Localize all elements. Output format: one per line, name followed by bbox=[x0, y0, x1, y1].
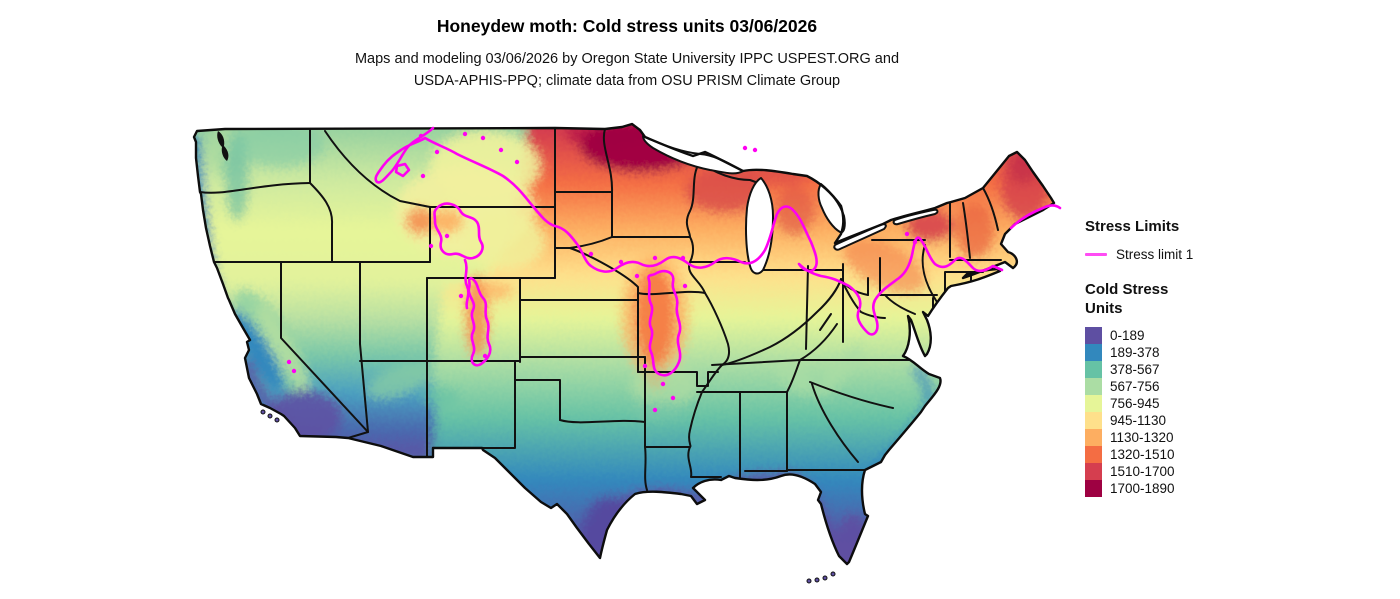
stress-limits-heading: Stress Limits bbox=[1085, 218, 1180, 235]
legend-class-row: 0-189 bbox=[1085, 327, 1255, 344]
puget-sound bbox=[217, 131, 229, 161]
stress-limit-line-swatch bbox=[1085, 253, 1107, 256]
lake-superior bbox=[642, 135, 744, 175]
legend-class-label: 1320-1510 bbox=[1110, 447, 1175, 462]
legend-class-label: 378-567 bbox=[1110, 362, 1160, 377]
legend-swatch bbox=[1085, 327, 1102, 344]
legend: Stress Limits Stress limit 1 Cold Stress… bbox=[1085, 218, 1255, 497]
legend-class-row: 1510-1700 bbox=[1085, 463, 1255, 480]
subtitle-line-1: Maps and modeling 03/06/2026 by Oregon S… bbox=[354, 51, 900, 67]
legend-class-row: 378-567 bbox=[1085, 361, 1255, 378]
legend-swatch bbox=[1085, 412, 1102, 429]
legend-class-label: 756-945 bbox=[1110, 396, 1160, 411]
us-outline bbox=[192, 122, 1056, 566]
legend-class-row: 945-1130 bbox=[1085, 412, 1255, 429]
legend-swatch bbox=[1085, 463, 1102, 480]
legend-classes: 0-189 189-378 378-567 567-756 756-945 945-113… bbox=[1085, 327, 1255, 497]
legend-swatch bbox=[1085, 361, 1102, 378]
us-cold-stress-map bbox=[192, 122, 1062, 584]
legend-class-label: 1130-1320 bbox=[1110, 430, 1174, 445]
islands bbox=[260, 409, 836, 584]
stress-limit-contour bbox=[286, 126, 1062, 413]
legend-class-label: 945-1130 bbox=[1110, 413, 1167, 428]
legend-swatch bbox=[1085, 480, 1102, 497]
legend-class-label: 567-756 bbox=[1110, 379, 1160, 394]
page-title: Honeydew moth: Cold stress units 03/06/2… bbox=[436, 16, 818, 36]
subtitle: Maps and modeling 03/06/2026 by Oregon S… bbox=[0, 48, 1254, 92]
legend-swatch bbox=[1085, 429, 1102, 446]
legend-class-label: 189-378 bbox=[1110, 345, 1160, 360]
header: Honeydew moth: Cold stress units 03/06/2… bbox=[0, 16, 1254, 92]
legend-class-row: 1130-1320 bbox=[1085, 429, 1255, 446]
contour-dots bbox=[286, 131, 918, 413]
legend-swatch bbox=[1085, 344, 1102, 361]
legend-class-row: 567-756 bbox=[1085, 378, 1255, 395]
stress-limit-label: Stress limit 1 bbox=[1116, 247, 1194, 262]
legend-class-row: 1320-1510 bbox=[1085, 446, 1255, 463]
map-container bbox=[185, 116, 1065, 594]
cold-stress-units-heading: Cold Stress Units bbox=[1085, 281, 1169, 317]
legend-class-label: 1700-1890 bbox=[1110, 481, 1175, 496]
cold-stress-raster bbox=[194, 124, 1054, 564]
legend-class-label: 0-189 bbox=[1110, 328, 1145, 343]
legend-swatch bbox=[1085, 378, 1102, 395]
legend-class-row: 1700-1890 bbox=[1085, 480, 1255, 497]
legend-swatch bbox=[1085, 395, 1102, 412]
legend-class-row: 756-945 bbox=[1085, 395, 1255, 412]
subtitle-line-2: USDA-APHIS-PPQ; climate data from OSU PR… bbox=[413, 73, 841, 89]
stress-limit-row: Stress limit 1 bbox=[1085, 247, 1255, 262]
legend-swatch bbox=[1085, 446, 1102, 463]
legend-class-label: 1510-1700 bbox=[1110, 464, 1175, 479]
legend-class-row: 189-378 bbox=[1085, 344, 1255, 361]
